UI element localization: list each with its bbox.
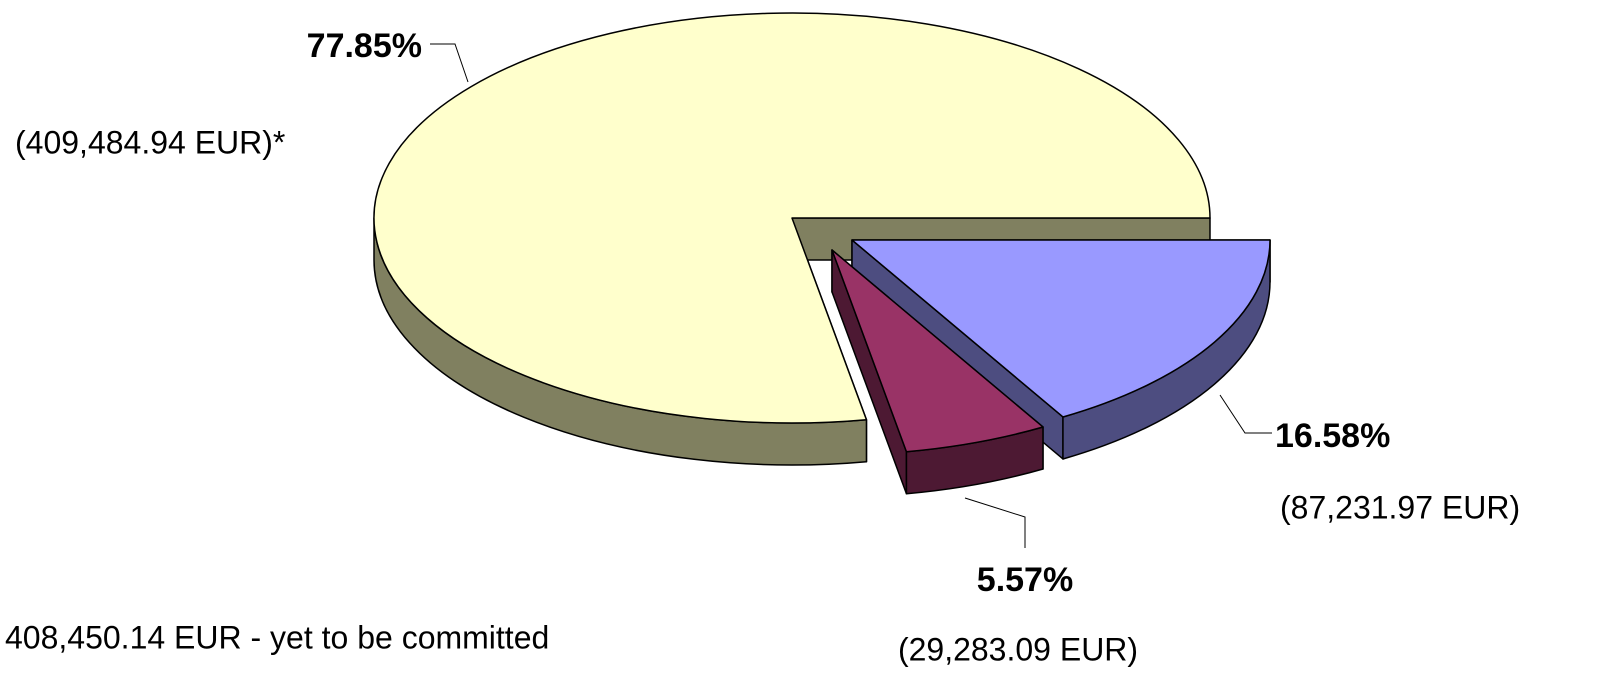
slice bbox=[851, 239, 1271, 418]
percent-label: 77.85% bbox=[307, 27, 422, 65]
note: 408,450.14 EUR - yet to be committed bbox=[5, 619, 549, 655]
slice bbox=[373, 12, 1211, 424]
percent-label: 16.58% bbox=[1275, 417, 1390, 455]
leader-line bbox=[964, 497, 1026, 548]
leader-line bbox=[1219, 394, 1272, 434]
slice bbox=[831, 249, 1044, 453]
amount-label: (29,283.09 EUR) bbox=[898, 631, 1138, 667]
amount-label: (409,484.94 EUR)* bbox=[15, 124, 285, 160]
leader-line bbox=[430, 43, 469, 83]
amount-label: (87,231.97 EUR) bbox=[1280, 489, 1520, 525]
percent-label: 5.57% bbox=[977, 561, 1073, 599]
